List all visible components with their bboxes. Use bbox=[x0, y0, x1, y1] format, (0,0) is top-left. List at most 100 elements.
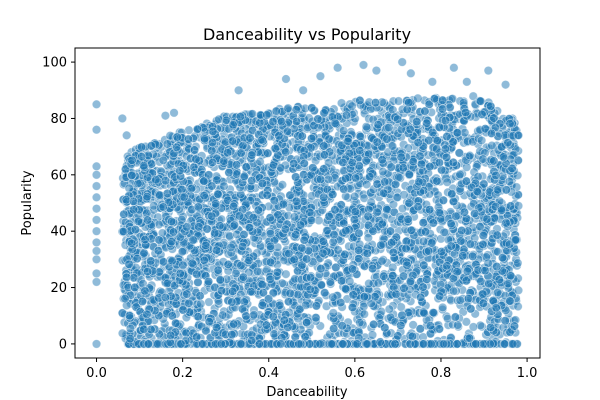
scatter-point bbox=[182, 289, 192, 299]
scatter-point bbox=[227, 297, 237, 307]
scatter-point bbox=[302, 254, 312, 264]
scatter-point bbox=[434, 207, 444, 218]
scatter-point bbox=[368, 263, 378, 274]
scatter-point bbox=[361, 156, 371, 166]
scatter-point bbox=[265, 274, 275, 284]
scatter-point bbox=[247, 335, 257, 346]
scatter-point bbox=[305, 339, 315, 349]
scatter-point bbox=[136, 142, 147, 152]
scatter-point bbox=[281, 147, 291, 157]
scatter-point bbox=[195, 291, 205, 301]
scatter-point bbox=[229, 319, 239, 329]
scatter-point bbox=[322, 225, 332, 236]
scatter-point bbox=[139, 248, 149, 258]
scatter-point bbox=[265, 257, 276, 267]
scatter-point bbox=[227, 329, 237, 340]
scatter-point bbox=[428, 127, 438, 138]
scatter-point bbox=[207, 181, 217, 191]
scatter-point bbox=[385, 226, 396, 236]
scatter-point bbox=[446, 218, 456, 229]
scatter-point bbox=[323, 174, 333, 184]
scatter-point bbox=[211, 245, 222, 255]
scatter-point bbox=[362, 248, 372, 259]
scatter-point bbox=[297, 131, 307, 141]
scatter-point bbox=[448, 157, 458, 168]
scatter-point bbox=[235, 112, 245, 122]
scatter-point bbox=[261, 320, 272, 330]
scatter-point bbox=[355, 318, 365, 328]
scatter-point bbox=[336, 200, 346, 210]
scatter-point bbox=[393, 331, 403, 341]
scatter-point bbox=[455, 295, 465, 305]
scatter-point bbox=[467, 251, 478, 261]
scatter-point bbox=[369, 319, 379, 330]
scatter-point bbox=[218, 310, 228, 320]
scatter-point bbox=[415, 151, 425, 161]
scatter-point bbox=[341, 173, 351, 184]
scatter-point bbox=[428, 307, 438, 318]
scatter-point bbox=[424, 99, 434, 109]
scatter-point bbox=[355, 95, 365, 106]
scatter-point bbox=[311, 313, 321, 323]
scatter-point bbox=[274, 131, 284, 141]
scatter-point bbox=[193, 202, 203, 212]
scatter-point bbox=[376, 240, 386, 250]
scatter-point bbox=[130, 224, 141, 235]
scatter-point bbox=[155, 190, 165, 200]
scatter-point bbox=[325, 277, 336, 287]
scatter-point bbox=[136, 152, 147, 162]
scatter-point bbox=[281, 269, 291, 279]
scatter-point bbox=[416, 159, 427, 169]
scatter-point bbox=[507, 163, 517, 174]
scatter-point bbox=[384, 122, 394, 133]
scatter-point bbox=[193, 312, 203, 322]
scatter-point bbox=[349, 214, 360, 225]
scatter-point bbox=[438, 195, 449, 205]
scatter-point bbox=[396, 320, 406, 331]
scatter-point bbox=[476, 276, 486, 287]
scatter-point bbox=[350, 207, 361, 217]
scatter-point bbox=[204, 170, 214, 180]
scatter-point bbox=[271, 106, 281, 116]
scatter-point bbox=[499, 339, 510, 349]
scatter-point bbox=[355, 145, 365, 156]
scatter-point bbox=[120, 293, 130, 304]
scatter-point bbox=[492, 185, 503, 195]
scatter-point bbox=[425, 329, 436, 339]
scatter-point bbox=[285, 190, 295, 200]
scatter-point bbox=[132, 253, 142, 264]
scatter-point bbox=[192, 124, 203, 134]
scatter-point bbox=[377, 219, 387, 229]
scatter-point bbox=[257, 178, 268, 189]
scatter-point bbox=[204, 316, 214, 327]
scatter-point bbox=[392, 114, 403, 124]
scatter-point bbox=[359, 309, 369, 319]
scatter-point bbox=[247, 176, 257, 186]
scatter-point bbox=[186, 183, 197, 194]
scatter-point bbox=[363, 233, 373, 243]
scatter-point bbox=[416, 292, 426, 303]
scatter-point bbox=[223, 259, 233, 270]
scatter-point bbox=[390, 339, 400, 349]
scatter-point bbox=[171, 318, 181, 328]
scatter-point bbox=[201, 326, 211, 336]
scatter-point bbox=[289, 254, 299, 264]
scatter-point bbox=[178, 260, 188, 270]
scatter-point bbox=[370, 292, 380, 302]
scatter-point bbox=[438, 302, 448, 313]
scatter-point bbox=[466, 304, 476, 314]
scatter-point bbox=[478, 154, 488, 164]
scatter-point bbox=[291, 116, 302, 127]
scatter-point bbox=[319, 150, 330, 160]
scatter-point bbox=[419, 308, 429, 318]
scatter-point bbox=[140, 286, 150, 296]
scatter-point bbox=[328, 308, 338, 318]
scatter-point bbox=[330, 205, 340, 215]
scatter-point bbox=[435, 291, 445, 301]
scatter-point bbox=[406, 225, 416, 236]
scatter-point bbox=[340, 249, 350, 260]
scatter-point bbox=[328, 292, 338, 302]
scatter-point bbox=[295, 304, 305, 314]
dense-point-cloud bbox=[117, 91, 523, 349]
